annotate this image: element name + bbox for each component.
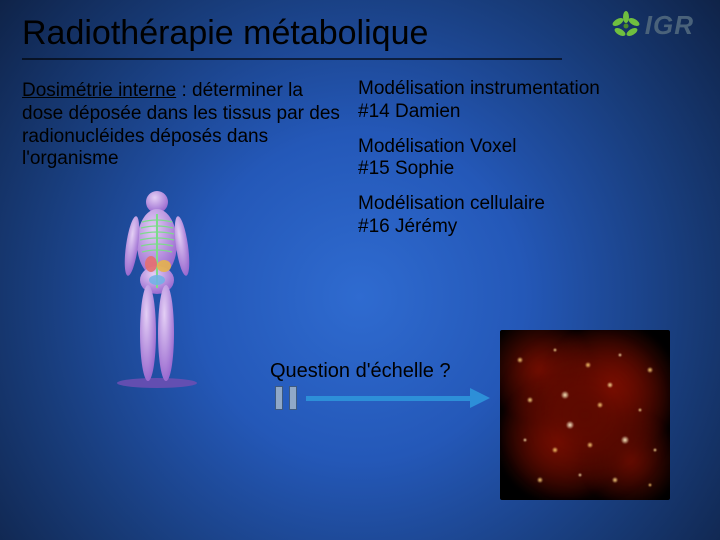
definition-term: Dosimétrie interne: [22, 80, 176, 101]
body-phantom-figure: [112, 188, 202, 393]
arrow-tail-1: [275, 386, 283, 410]
arrow-line: [306, 396, 476, 401]
cellular-figure: [500, 330, 670, 500]
definition-text: Dosimétrie interne : déterminer la dose …: [22, 80, 342, 171]
item-2-title: Modélisation Voxel: [358, 136, 708, 159]
arrow-tail-2: [289, 386, 297, 410]
item-3-sub: #16 Jérémy: [358, 216, 708, 239]
slide: Radiothérapie métabolique IGR Dosimétrie…: [0, 0, 720, 540]
item-2-sub: #15 Sophie: [358, 158, 708, 181]
item-1: Modélisation instrumentation #14 Damien: [358, 78, 708, 124]
items-column: Modélisation instrumentation #14 Damien …: [358, 78, 708, 251]
item-2: Modélisation Voxel #15 Sophie: [358, 136, 708, 182]
item-1-title: Modélisation instrumentation: [358, 78, 708, 101]
logo: IGR: [611, 10, 694, 41]
leaf-icon: [611, 11, 641, 41]
item-3: Modélisation cellulaire #16 Jérémy: [358, 193, 708, 239]
title-underline: [22, 58, 562, 60]
scale-arrow: [275, 386, 476, 410]
logo-text: IGR: [645, 10, 694, 41]
scale-question: Question d'échelle ?: [270, 360, 451, 383]
slide-title: Radiothérapie métabolique: [22, 14, 428, 53]
item-3-title: Modélisation cellulaire: [358, 193, 708, 216]
item-1-sub: #14 Damien: [358, 101, 708, 124]
